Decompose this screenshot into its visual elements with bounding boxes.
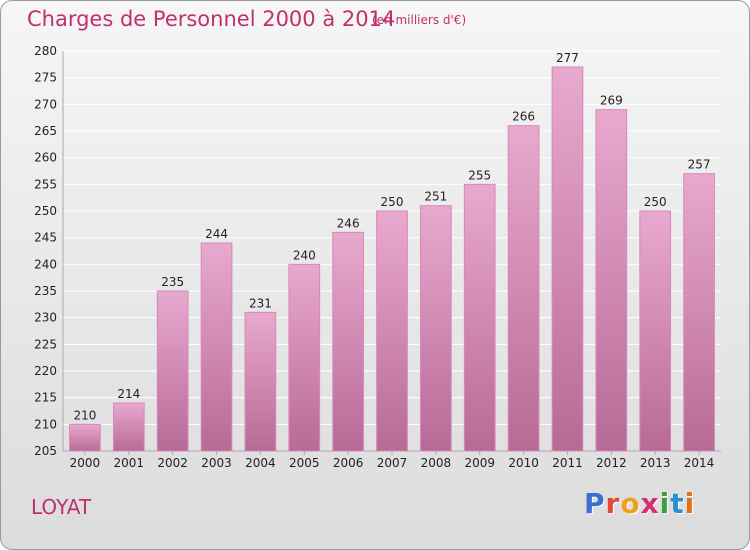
- chart-title: Charges de Personnel 2000 à 2014: [27, 7, 396, 31]
- y-tick-label: 245: [34, 231, 57, 245]
- x-tick-label-2007: 2007: [377, 456, 408, 470]
- logo-letter: P: [584, 487, 606, 520]
- x-tick-label-2002: 2002: [157, 456, 188, 470]
- y-tick-label: 280: [34, 44, 57, 58]
- y-tick-label: 275: [34, 71, 57, 85]
- x-tick-label-2000: 2000: [70, 456, 101, 470]
- chart-subtitle: (en milliers d'€): [372, 13, 467, 27]
- logo-letter: i: [684, 487, 696, 520]
- value-label-2001: 214: [117, 387, 140, 401]
- value-label-2008: 251: [424, 190, 447, 204]
- value-label-2013: 250: [644, 195, 667, 209]
- x-tick-label-2010: 2010: [508, 456, 539, 470]
- x-tick-label-2011: 2011: [552, 456, 583, 470]
- x-tick-label-2006: 2006: [333, 456, 364, 470]
- y-tick-label: 235: [34, 284, 57, 298]
- x-tick-label-2008: 2008: [421, 456, 452, 470]
- logo-letter: x: [640, 487, 660, 520]
- value-label-2005: 240: [293, 248, 316, 262]
- logo-letter: i: [659, 487, 671, 520]
- bar-2001: [112, 402, 145, 452]
- bar-2003: [200, 242, 233, 452]
- bar-2006: [332, 231, 364, 452]
- value-label-2002: 235: [161, 275, 184, 289]
- value-label-2010: 266: [512, 110, 535, 124]
- bar-2002: [156, 290, 189, 452]
- x-tick-label-2003: 2003: [201, 456, 232, 470]
- logo-letter: t: [670, 487, 685, 520]
- y-tick-label: 205: [34, 444, 57, 458]
- value-label-2009: 255: [468, 168, 491, 182]
- y-tick-labels: 205 210 215 220 225 230 235 240 245 250 255 260 265 2…: [34, 44, 57, 458]
- logo-letter: o: [620, 487, 641, 520]
- bar-2008: [420, 205, 452, 452]
- y-tick-label: 260: [34, 151, 57, 165]
- value-label-2004: 231: [249, 296, 272, 310]
- y-tick-label: 255: [34, 177, 57, 191]
- value-label-2012: 269: [600, 94, 623, 108]
- bar-2007: [376, 210, 408, 452]
- y-tick-label: 240: [34, 257, 57, 271]
- x-tick-label-2004: 2004: [245, 456, 276, 470]
- value-label-2011: 277: [556, 51, 579, 65]
- y-tick-label: 270: [34, 97, 57, 111]
- x-tick-label-2012: 2012: [596, 456, 627, 470]
- bar-2011: [551, 66, 584, 452]
- bar-2010: [507, 125, 540, 452]
- bar-2012: [595, 109, 628, 452]
- y-tick-label: 230: [34, 311, 57, 325]
- value-labels: 210 214 235 244 231 240 246 250 251 255 266 277 269 2…: [73, 51, 710, 422]
- bar-2000: [69, 423, 101, 452]
- y-tick-label: 215: [34, 391, 57, 405]
- value-label-2003: 244: [205, 227, 228, 241]
- bar-2004: [244, 311, 277, 452]
- value-label-2014: 257: [688, 158, 711, 172]
- x-tick-label-2013: 2013: [640, 456, 671, 470]
- y-tick-label: 225: [34, 337, 57, 351]
- bar-2009: [463, 183, 496, 452]
- bar-2014: [683, 173, 715, 452]
- x-tick-label-2014: 2014: [684, 456, 715, 470]
- value-label-2007: 250: [381, 195, 404, 209]
- x-tick-label-2009: 2009: [464, 456, 495, 470]
- value-label-2006: 246: [337, 216, 360, 230]
- y-tick-label: 220: [34, 364, 57, 378]
- proxiti-logo: Proxiti: [584, 487, 695, 520]
- y-tick-label: 250: [34, 204, 57, 218]
- x-tick-label-2005: 2005: [289, 456, 320, 470]
- y-tick-label: 265: [34, 124, 57, 138]
- logo-letter: r: [605, 487, 621, 520]
- y-tick-label: 210: [34, 417, 57, 431]
- bar-2005: [288, 263, 321, 452]
- x-tick-label-2001: 2001: [114, 456, 145, 470]
- bar-2013: [639, 210, 672, 452]
- commune-name: LOYAT: [31, 495, 92, 519]
- x-tick-labels: 2000 2001 2002 2003 2004 2005 2006 2007 2008 2009…: [70, 456, 715, 470]
- value-label-2000: 210: [73, 408, 96, 422]
- bars: [69, 66, 715, 452]
